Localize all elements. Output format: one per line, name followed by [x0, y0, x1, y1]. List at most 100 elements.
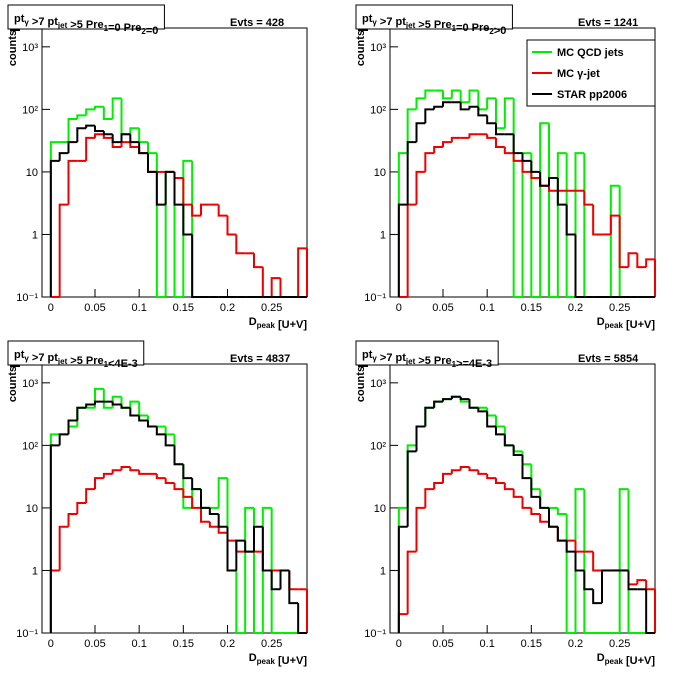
x-tick-label: 0.05 — [432, 302, 453, 314]
x-axis-label: Dpeak [U+V] — [597, 652, 656, 667]
histogram-bin — [565, 513, 576, 634]
histogram-bin — [120, 466, 131, 471]
x-tick-label: 0.2 — [568, 638, 583, 650]
legend-label: MC QCD jets — [557, 47, 624, 59]
text-part: [U+V] — [623, 655, 655, 667]
histogram-bin — [424, 89, 435, 99]
histogram-bin — [512, 489, 523, 498]
histogram-bin — [94, 400, 104, 405]
histogram-bin — [279, 569, 290, 590]
histogram-bin — [173, 171, 184, 298]
subscript: jet — [57, 21, 68, 30]
histogram-bin — [468, 399, 479, 409]
histogram-bin — [261, 506, 272, 633]
histogram-bin — [182, 204, 193, 236]
histogram-bin — [459, 90, 470, 104]
histogram-bin — [592, 589, 602, 605]
histogram-bin — [164, 426, 175, 436]
histogram-bin — [495, 426, 505, 436]
histogram-bin — [138, 128, 148, 144]
y-tick-label: 10³ — [370, 378, 386, 390]
histogram-bin — [512, 134, 523, 155]
histogram-bin — [297, 247, 307, 297]
text-part: >7 pt — [377, 16, 406, 28]
plot-frame — [41, 363, 308, 634]
histogram-bin — [67, 159, 78, 205]
x-tick-label: 0.25 — [609, 638, 630, 650]
histogram-bin — [85, 488, 95, 503]
y-tick-label: 10 — [26, 503, 38, 515]
histogram-bin — [67, 141, 78, 154]
histogram-bin — [288, 570, 299, 605]
histogram-bin — [58, 525, 69, 571]
histogram-bin — [217, 204, 228, 217]
text-part: >7 pt — [29, 352, 58, 364]
histogram-bin — [76, 501, 87, 514]
histogram-bin — [468, 89, 479, 103]
histogram-bin — [503, 97, 514, 129]
histogram-bin — [583, 570, 594, 591]
histogram-bin — [129, 407, 140, 417]
text-part: >5 Pre — [67, 355, 103, 367]
histogram-bin — [76, 406, 87, 421]
histogram-bin — [138, 470, 148, 475]
x-tick-label: 0.05 — [84, 638, 105, 650]
histogram-bin — [76, 114, 87, 120]
histogram-bin — [583, 489, 594, 634]
histogram-bin — [486, 134, 496, 139]
histogram-bin — [244, 540, 254, 553]
histogram-bin — [200, 507, 210, 523]
x-tick-label: 0.2 — [568, 302, 583, 314]
x-tick-label: 0 — [396, 302, 402, 314]
histogram-bin — [450, 469, 461, 474]
histogram-bin — [182, 489, 193, 498]
histogram-bin — [433, 105, 443, 110]
histogram-bin — [556, 152, 567, 297]
x-tick-label: 0.2 — [220, 302, 235, 314]
subscript: 2 — [141, 27, 146, 36]
histogram-bin — [521, 496, 532, 509]
subscript: 1 — [104, 24, 109, 33]
histogram-bin — [155, 171, 166, 206]
subscript: jet — [405, 357, 416, 366]
panel: 10⁻¹ 1 10 10² 10³ 0 0.05 0.1 0.15 0.2 0.25 ptγ >7 p… — [348, 0, 696, 336]
y-tick-label: 10⁻¹ — [364, 628, 386, 640]
y-tick-label: 10² — [370, 104, 386, 116]
y-tick-label: 10³ — [370, 42, 386, 54]
text-part: =0 Pre — [456, 22, 489, 34]
x-tick-label: 0.15 — [521, 302, 542, 314]
histogram-bin — [226, 526, 237, 572]
histogram-bin — [618, 215, 629, 269]
histogram-bin — [200, 489, 210, 509]
histogram-bin — [147, 153, 157, 173]
histogram-bin — [601, 569, 611, 604]
histogram-bin — [102, 131, 113, 136]
histogram-bin — [111, 97, 122, 120]
y-tick-label: 10 — [26, 167, 38, 179]
y-axis-label: counts — [355, 30, 367, 66]
histogram-bin — [477, 407, 488, 413]
histogram-bin — [530, 171, 541, 179]
x-tick-label: 0.05 — [84, 302, 105, 314]
subscript: peak — [605, 321, 624, 330]
histogram-bin — [503, 147, 514, 155]
histogram-bin — [415, 97, 426, 110]
text-part: >7 pt — [29, 16, 58, 28]
event-count: Evts = 4837 — [230, 353, 290, 365]
x-tick-label: 0.1 — [480, 302, 495, 314]
histogram-bin — [609, 184, 620, 297]
histogram-bin — [111, 134, 122, 144]
y-tick-label: 10² — [22, 104, 38, 116]
subscript: γ — [24, 18, 29, 27]
histogram-bin — [495, 123, 505, 136]
histogram-bin — [477, 106, 488, 117]
title-shadow — [10, 29, 20, 31]
histogram-bin — [173, 483, 184, 491]
histogram-bin — [442, 472, 452, 484]
histogram-bin — [67, 512, 78, 527]
histogram-bin — [270, 570, 281, 591]
panel-title: ptγ >7 ptjet >5 Pre1<4E-3 — [14, 349, 138, 370]
histogram-bin — [512, 98, 523, 298]
histogram-bin — [645, 580, 655, 591]
